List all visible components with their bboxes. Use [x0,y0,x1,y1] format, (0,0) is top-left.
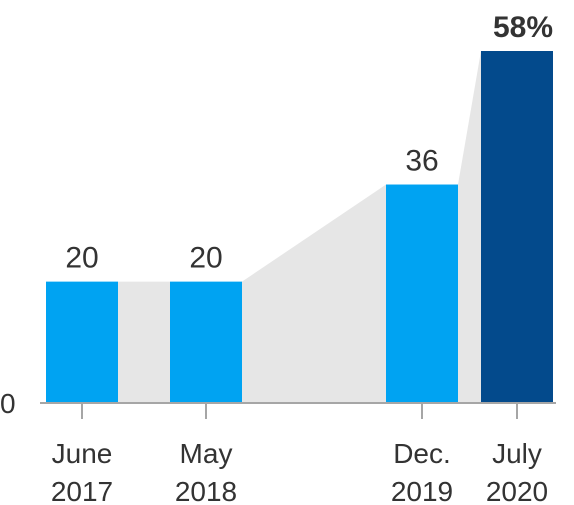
value-label-2: 20 [189,242,222,275]
category-labels: June 2017 May 2018 Dec. 2019 July 2020 [51,438,548,505]
bar-1 [46,281,118,403]
bars-group [46,51,553,403]
bar-4 [481,51,553,403]
connector-areas [118,51,481,403]
category-label-2-line-1: May [180,438,233,469]
category-label-3-line-2: 2019 [391,476,453,505]
category-label-4-line-2: 2020 [486,476,548,505]
value-label-3: 36 [405,145,438,178]
y-tick-label-0: 0 [0,388,16,419]
connector-area-1 [118,281,170,403]
connector-area-2 [242,184,386,403]
value-label-1: 20 [65,242,98,275]
value-labels: 20 20 36 58% [65,11,553,275]
category-label-4-line-1: July [492,438,542,469]
category-label-1-line-1: June [52,438,113,469]
category-label-1-line-2: 2017 [51,476,113,505]
category-label-3-line-1: Dec. [393,438,451,469]
connector-area-3 [458,51,481,403]
category-label-2-line-2: 2018 [175,476,237,505]
bar-2 [170,281,242,403]
value-label-4: 58% [493,11,553,44]
bar-3 [386,184,458,403]
x-axis-ticks [81,403,518,419]
